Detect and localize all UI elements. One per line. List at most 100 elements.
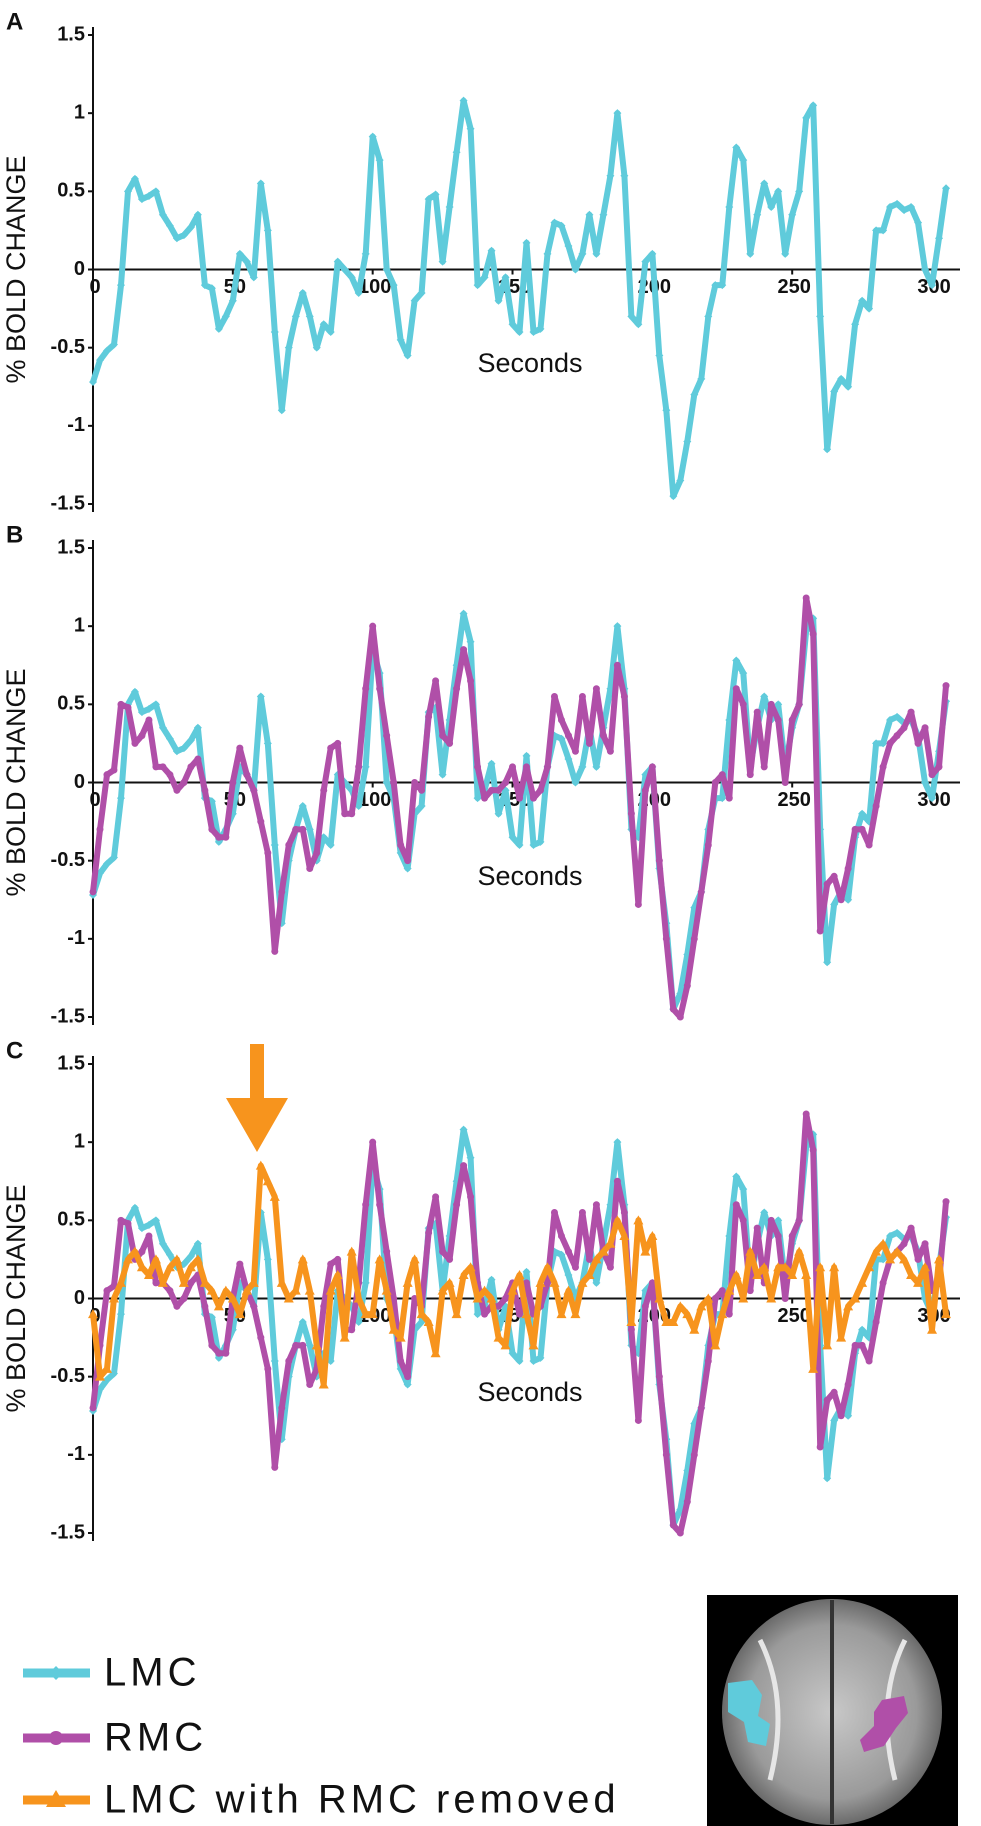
point-marker <box>627 810 635 818</box>
y-tick-label: 0 <box>74 1287 85 1309</box>
point-marker <box>221 312 230 321</box>
point-marker <box>739 700 747 708</box>
point-marker <box>291 312 300 321</box>
y-tick-label: -0.5 <box>51 849 85 871</box>
point-marker <box>844 895 853 904</box>
point-marker <box>802 594 810 602</box>
point-marker <box>886 1231 895 1240</box>
point-marker <box>907 202 916 211</box>
point-marker <box>571 747 579 755</box>
point-marker <box>508 320 517 329</box>
point-marker <box>536 324 545 333</box>
point-marker <box>724 1285 735 1295</box>
point-marker <box>410 296 419 305</box>
point-marker <box>704 1357 712 1365</box>
y-tick-label: 1 <box>74 1130 85 1152</box>
point-marker <box>255 1160 266 1170</box>
point-marker <box>648 763 656 771</box>
point-marker <box>815 1262 826 1272</box>
point-marker <box>746 249 755 258</box>
point-marker <box>284 343 293 352</box>
point-marker <box>774 700 783 709</box>
point-marker <box>227 1293 238 1303</box>
point-marker <box>941 1309 952 1319</box>
point-marker <box>327 1260 335 1268</box>
point-marker <box>516 1310 524 1318</box>
point-marker <box>536 837 545 846</box>
point-marker <box>278 1404 286 1412</box>
point-marker <box>507 1285 518 1295</box>
point-marker <box>619 1230 630 1240</box>
point-marker <box>411 779 419 786</box>
point-marker <box>124 703 132 711</box>
point-marker <box>837 374 846 383</box>
highlight-arrow <box>226 1044 288 1152</box>
point-marker <box>305 1341 314 1350</box>
point-marker <box>697 888 705 896</box>
point-marker <box>745 1246 756 1256</box>
point-marker <box>704 841 712 849</box>
point-marker <box>697 1404 705 1412</box>
point-marker <box>809 630 817 638</box>
point-marker <box>886 715 895 724</box>
point-marker <box>178 1277 189 1287</box>
point-marker <box>367 1309 378 1319</box>
point-marker <box>102 1375 111 1384</box>
point-marker <box>640 1246 651 1256</box>
point-marker <box>397 841 405 849</box>
point-marker <box>690 935 698 943</box>
point-marker <box>452 148 461 157</box>
point-marker <box>885 1254 896 1264</box>
point-marker <box>788 1232 796 1240</box>
point-marker <box>341 810 349 818</box>
point-marker <box>94 1371 105 1381</box>
point-marker <box>871 1246 882 1256</box>
point-marker <box>578 693 586 701</box>
y-tick-label: 0.5 <box>57 693 85 715</box>
point-marker <box>564 1271 573 1280</box>
point-marker <box>781 249 790 258</box>
point-marker <box>404 857 412 865</box>
point-marker <box>675 1301 686 1311</box>
point-marker <box>152 1279 160 1287</box>
point-marker <box>339 1332 350 1342</box>
point-marker <box>451 1309 462 1319</box>
point-marker <box>829 1262 840 1272</box>
point-marker <box>264 849 272 857</box>
point-marker <box>193 723 202 732</box>
point-marker <box>872 226 881 235</box>
point-marker <box>360 1309 371 1319</box>
point-marker <box>703 1293 714 1303</box>
point-marker <box>893 199 902 208</box>
point-marker <box>732 143 741 152</box>
point-marker <box>641 786 649 794</box>
point-marker <box>809 1146 817 1154</box>
point-marker <box>487 759 496 768</box>
point-marker <box>592 249 601 258</box>
point-marker <box>550 693 558 701</box>
point-marker <box>306 864 314 872</box>
point-marker <box>334 1255 342 1263</box>
panel: C1.510.50-0.5-1-1.5050100150200250300Sec… <box>1 1037 960 1543</box>
point-marker <box>725 794 733 802</box>
point-marker <box>557 734 566 743</box>
point-marker <box>241 1285 252 1295</box>
point-marker <box>277 406 286 415</box>
point-marker <box>145 716 153 724</box>
point-marker <box>759 1262 770 1272</box>
point-marker <box>753 708 761 716</box>
point-marker <box>521 1309 532 1319</box>
legend-label: LMC <box>104 1651 200 1695</box>
point-marker <box>577 1277 588 1287</box>
panel-label: C <box>6 1037 23 1064</box>
point-marker <box>180 779 188 786</box>
point-marker <box>522 1267 531 1276</box>
point-marker <box>529 1357 538 1366</box>
point-marker <box>248 1277 259 1287</box>
point-marker <box>395 1332 406 1342</box>
point-marker <box>858 825 866 833</box>
point-marker <box>467 1193 475 1201</box>
point-marker <box>382 778 391 787</box>
point-marker <box>368 132 377 141</box>
point-marker <box>556 1309 567 1319</box>
